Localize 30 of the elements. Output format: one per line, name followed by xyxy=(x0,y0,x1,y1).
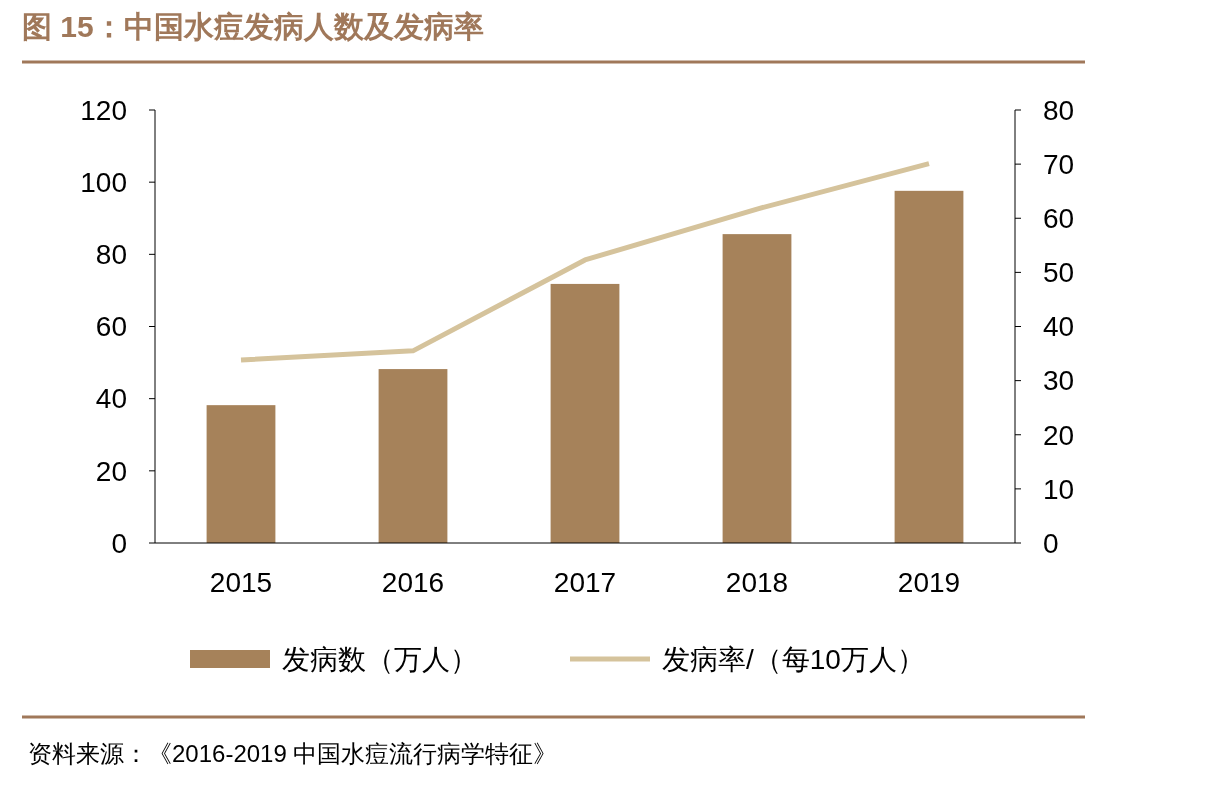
x-tick-label: 2015 xyxy=(209,567,273,598)
y-tick-label: 0 xyxy=(111,527,127,559)
y2-tick-label: 80 xyxy=(1043,94,1075,126)
bar xyxy=(378,369,448,543)
y2-tick-label: 20 xyxy=(1043,419,1075,451)
y2-tick-label: 30 xyxy=(1043,365,1075,397)
bar xyxy=(894,190,964,543)
y2-tick-label: 0 xyxy=(1043,527,1059,559)
y-tick-label: 60 xyxy=(95,311,127,343)
chart-title: 图 15：中国水痘发病人数及发病率 xyxy=(22,10,484,43)
y2-tick-label: 40 xyxy=(1043,311,1075,343)
x-tick-label: 2016 xyxy=(381,567,445,598)
y2-tick-label: 60 xyxy=(1043,203,1075,235)
y-tick-label: 100 xyxy=(80,166,127,198)
y-tick-label: 80 xyxy=(95,239,127,271)
y-tick-label: 40 xyxy=(95,383,127,415)
y-tick-label: 20 xyxy=(95,455,127,487)
legend-label: 发病率/（每10万人） xyxy=(662,643,925,675)
bar xyxy=(206,405,276,543)
y2-tick-label: 70 xyxy=(1043,148,1075,180)
bar xyxy=(722,234,792,543)
y2-tick-label: 10 xyxy=(1043,473,1075,505)
bar xyxy=(550,283,620,543)
y-tick-label: 120 xyxy=(80,94,127,126)
x-tick-label: 2019 xyxy=(897,567,961,598)
text: 资料来源：《2016-2019 中国水痘流行病学特征》 xyxy=(28,740,558,767)
x-tick-label: 2017 xyxy=(553,567,617,598)
y2-tick-label: 50 xyxy=(1043,257,1075,289)
legend-label: 发病数（万人） xyxy=(282,643,478,675)
x-tick-label: 2018 xyxy=(725,567,789,598)
